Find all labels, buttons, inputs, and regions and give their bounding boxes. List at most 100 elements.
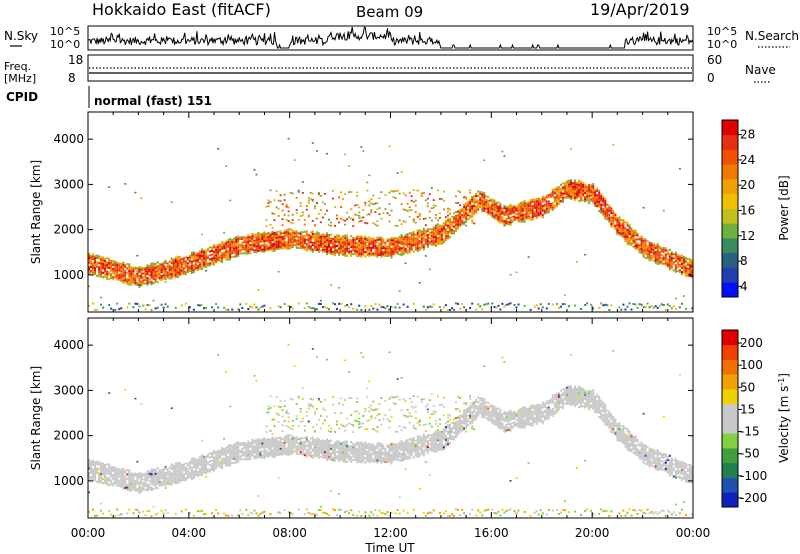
velocity-cell	[174, 469, 177, 472]
power-cell	[311, 237, 314, 240]
velocity-cell	[313, 440, 316, 443]
power-cell	[557, 197, 560, 200]
power-cell	[580, 197, 583, 200]
power-cell	[291, 229, 294, 232]
power-cell	[449, 217, 452, 221]
velocity-cell	[128, 508, 131, 511]
power-cell	[253, 235, 256, 238]
velocity-cell	[334, 444, 337, 447]
velocity-cell	[247, 440, 250, 443]
velocity-cell	[374, 453, 377, 455]
power-cell	[277, 270, 280, 273]
power-cell	[160, 303, 163, 306]
power-cell	[301, 236, 304, 239]
power-cell	[553, 190, 556, 193]
power-cell	[356, 248, 359, 251]
power-cell	[465, 214, 468, 217]
power-cell	[340, 191, 343, 194]
power-cell	[604, 206, 607, 209]
velocity-cell	[354, 455, 357, 458]
velocity-cell	[265, 440, 268, 443]
power-cell	[321, 239, 324, 242]
power-cell	[517, 214, 520, 217]
velocity-cell	[106, 472, 109, 475]
power-cell	[652, 256, 655, 258]
power-cell	[247, 240, 250, 243]
power-cell	[620, 308, 623, 311]
power-cell	[104, 267, 107, 270]
velocity-cell	[315, 448, 318, 451]
power-cell	[273, 234, 276, 237]
power-cell	[303, 234, 306, 237]
power-cell	[217, 253, 220, 256]
velocity-cell	[229, 464, 232, 467]
power-cell	[257, 234, 260, 237]
velocity-cell	[317, 442, 320, 445]
velocity-cell	[108, 466, 111, 469]
velocity-cell	[120, 480, 123, 483]
velocity-cell	[281, 447, 284, 450]
power-cell	[444, 304, 447, 307]
power-cell	[273, 238, 276, 241]
power-cell	[628, 226, 631, 229]
power-cell	[380, 238, 383, 241]
power-cell	[691, 275, 694, 278]
power-cell	[313, 234, 316, 237]
power-cell	[247, 238, 250, 241]
velocity-cell	[271, 455, 274, 458]
power-cell	[348, 244, 351, 246]
power-cell	[233, 245, 236, 248]
power-cell	[241, 237, 244, 240]
power-cell	[213, 257, 216, 260]
power-cell	[489, 205, 492, 207]
power-cell	[428, 237, 431, 240]
velocity-cell	[215, 454, 218, 457]
power-cell	[313, 236, 316, 239]
power-cell	[116, 302, 119, 305]
power-cell	[243, 239, 246, 242]
power-cell	[364, 237, 367, 240]
power-cell	[521, 220, 524, 223]
power-cell	[406, 237, 409, 240]
power-cell	[521, 216, 524, 219]
velocity-cell	[221, 460, 224, 463]
power-cell	[271, 234, 274, 237]
power-cell	[547, 196, 550, 199]
power-cell	[122, 268, 125, 271]
power-cell	[372, 243, 375, 246]
power-cell	[277, 207, 280, 210]
power-cell	[279, 194, 282, 197]
power-cell	[451, 228, 454, 231]
velocity-cell	[170, 467, 173, 471]
power-cell	[291, 235, 294, 238]
power-cell	[545, 207, 548, 210]
velocity-cell	[152, 475, 155, 478]
power-cell	[684, 260, 687, 263]
power-cell	[319, 234, 322, 236]
power-cell	[410, 231, 413, 234]
power-cell	[273, 243, 276, 246]
power-cell	[438, 242, 441, 245]
velocity-cell	[273, 440, 276, 443]
power-cell	[566, 197, 569, 199]
power-cell	[340, 238, 343, 241]
velocity-cell	[315, 439, 318, 442]
power-cell	[418, 233, 421, 236]
velocity-cell	[370, 404, 373, 407]
velocity-cell	[144, 481, 147, 484]
power-cell	[404, 247, 407, 250]
velocity-cell	[176, 472, 179, 475]
station-title: Hokkaido East (fitACF)	[92, 0, 271, 19]
power-cell	[148, 266, 151, 269]
velocity-cell	[368, 456, 371, 459]
power-cell	[96, 256, 99, 259]
power-cell	[311, 232, 314, 235]
power-cell	[436, 223, 439, 226]
velocity-cell	[160, 475, 163, 478]
power-cell	[656, 249, 659, 252]
power-cell	[408, 251, 411, 254]
velocity-cell	[368, 460, 371, 463]
velocity-cell	[350, 397, 353, 399]
velocity-cell	[203, 464, 206, 467]
velocity-cell	[255, 512, 258, 515]
